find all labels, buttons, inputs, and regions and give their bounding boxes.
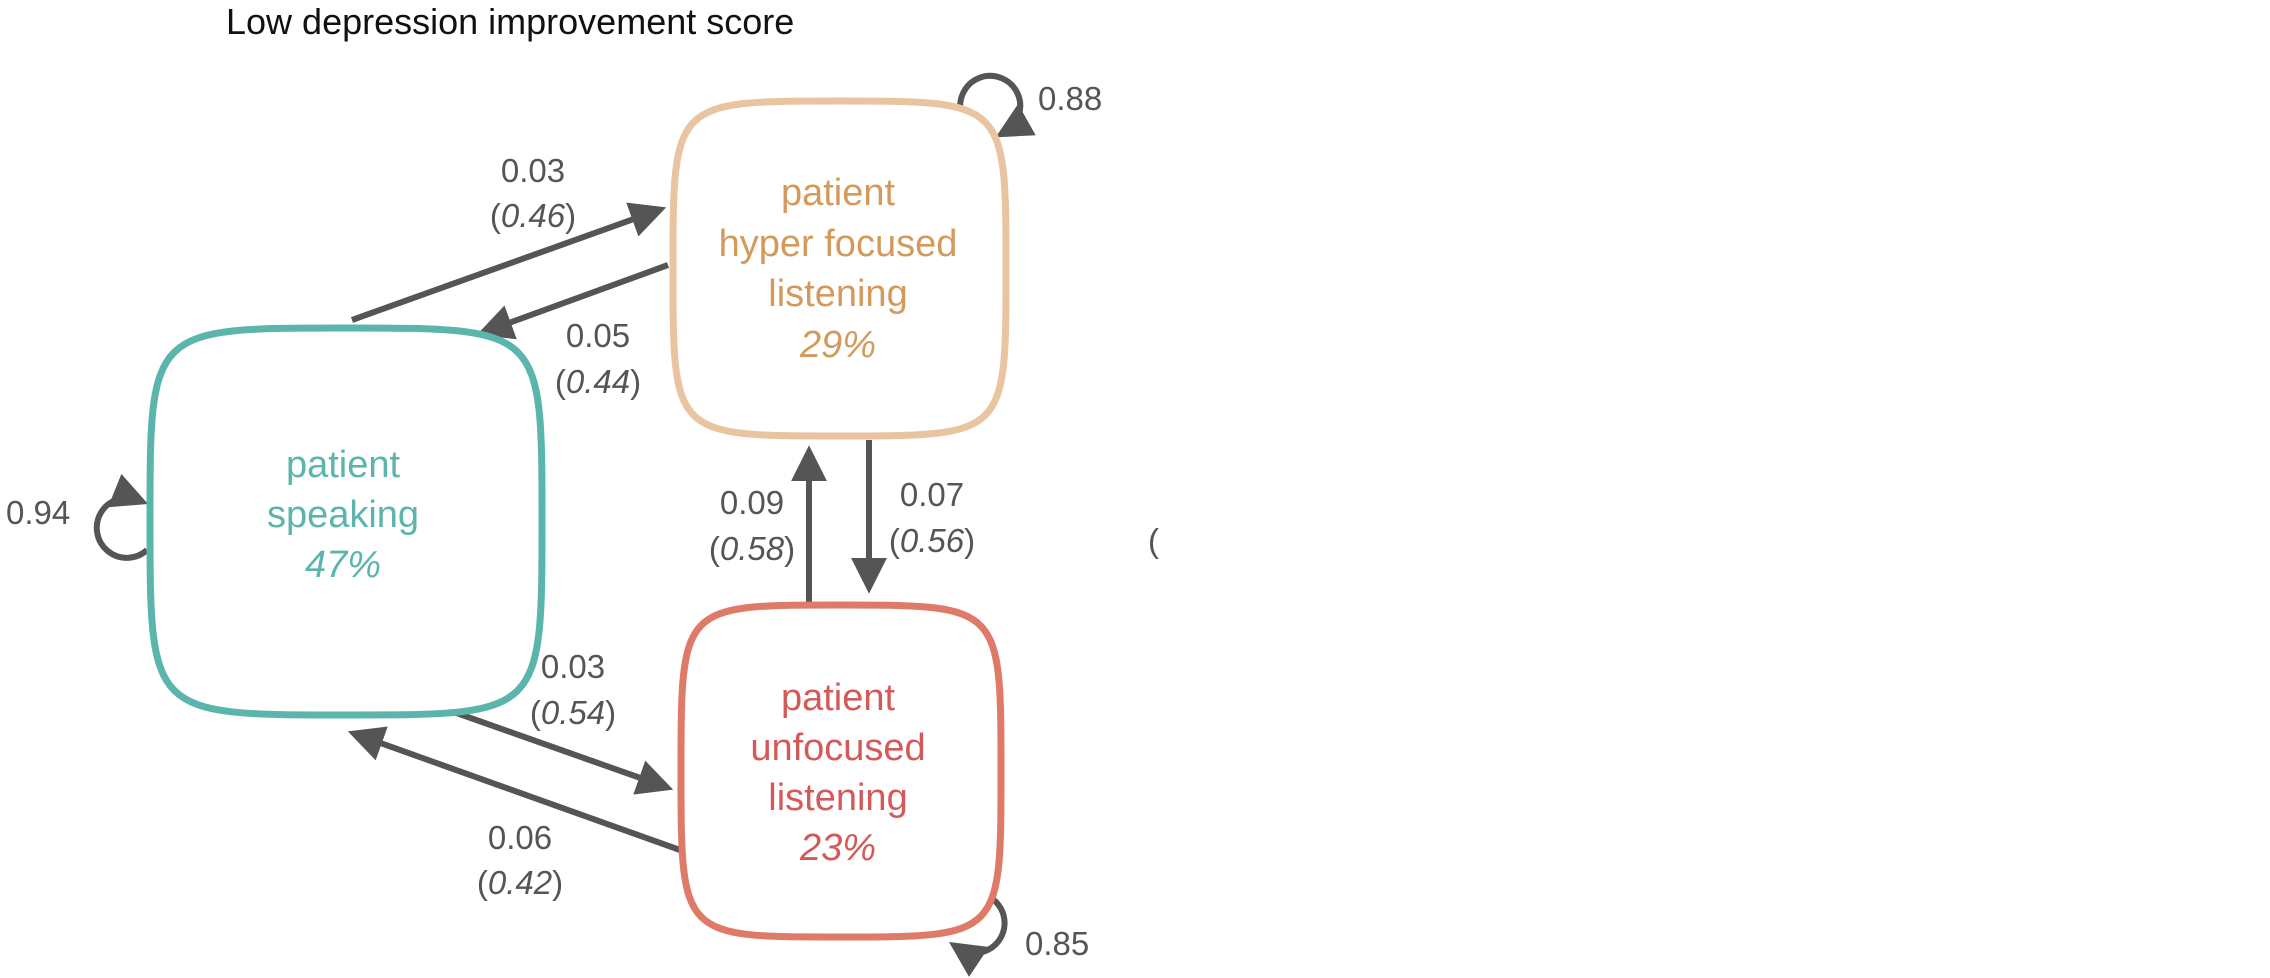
self-loop-hyper [957, 72, 1036, 138]
self-loop-speaking-label: 0.94 [6, 494, 70, 531]
label-speaking-to-unfocused-paren-value: 0.54 [541, 694, 605, 731]
state-patient-speaking-line1: patient [286, 444, 401, 486]
label-speaking-to-unfocused-prob: 0.03 [541, 648, 605, 685]
state-patient-hyper-focused-listening-pct: 29% [799, 324, 876, 366]
state-patient-hyper-focused-listening-line1: patient [781, 172, 896, 214]
self-loop-speaking [93, 473, 150, 561]
label-speaking-to-hyper-prob: 0.03 [501, 152, 565, 189]
state-patient-hyper-focused-listening: patient hyper focused listening 29% [669, 97, 1010, 440]
label-unfocused-to-hyper-prob: 0.09 [720, 484, 784, 521]
edge-unfocused-to-speaking [347, 726, 682, 853]
state-patient-unfocused-listening-line2: unfocused [750, 727, 925, 769]
state-patient-unfocused-listening-pct: 23% [799, 827, 876, 869]
label-hyper-to-speaking-paren: (0.44) [555, 363, 641, 400]
self-loop-hyper-label: 0.88 [1038, 80, 1102, 117]
state-patient-unfocused-listening-line1: patient [781, 677, 896, 719]
label-speaking-to-hyper-paren: (0.46) [490, 197, 576, 234]
state-patient-unfocused-listening: patient unfocused listening 23% [677, 601, 1005, 941]
label-speaking-to-hyper-paren-value: 0.46 [501, 197, 566, 234]
self-loop-unfocused-label: 0.85 [1025, 925, 1089, 962]
diagram-title: Low depression improvement score [226, 1, 794, 42]
label-hyper-to-speaking-prob: 0.05 [566, 317, 630, 354]
label-hyper-to-speaking-paren-value: 0.44 [566, 363, 630, 400]
state-patient-speaking-line2: speaking [267, 494, 419, 536]
stray-parenthesis-mark: ( [1148, 522, 1159, 559]
state-patient-speaking-box [146, 324, 546, 719]
label-hyper-to-unfocused-paren-value: 0.56 [900, 522, 965, 559]
edge-hyper-to-speaking [476, 262, 670, 340]
state-patient-unfocused-listening-box [677, 601, 1005, 941]
label-speaking-to-unfocused-paren: (0.54) [530, 694, 616, 731]
state-patient-speaking-pct: 47% [305, 544, 381, 586]
state-patient-hyper-focused-listening-line3: listening [768, 273, 907, 315]
label-hyper-to-unfocused-paren: (0.56) [889, 522, 975, 559]
state-patient-hyper-focused-listening-line2: hyper focused [719, 223, 958, 265]
label-unfocused-to-hyper-paren: (0.58) [709, 530, 795, 567]
label-hyper-to-unfocused-prob: 0.07 [900, 476, 964, 513]
edge-speaking-to-hyper [350, 202, 667, 323]
state-patient-unfocused-listening-line3: listening [768, 777, 907, 819]
label-unfocused-to-hyper-paren-value: 0.58 [720, 530, 785, 567]
label-unfocused-to-speaking-prob: 0.06 [488, 819, 552, 856]
label-unfocused-to-speaking-paren-value: 0.42 [488, 864, 552, 901]
edge-speaking-to-unfocused [447, 707, 674, 795]
state-patient-speaking: patient speaking 47% [146, 324, 546, 719]
label-unfocused-to-speaking-paren: (0.42) [477, 864, 563, 901]
state-patient-hyper-focused-listening-box [669, 97, 1010, 440]
